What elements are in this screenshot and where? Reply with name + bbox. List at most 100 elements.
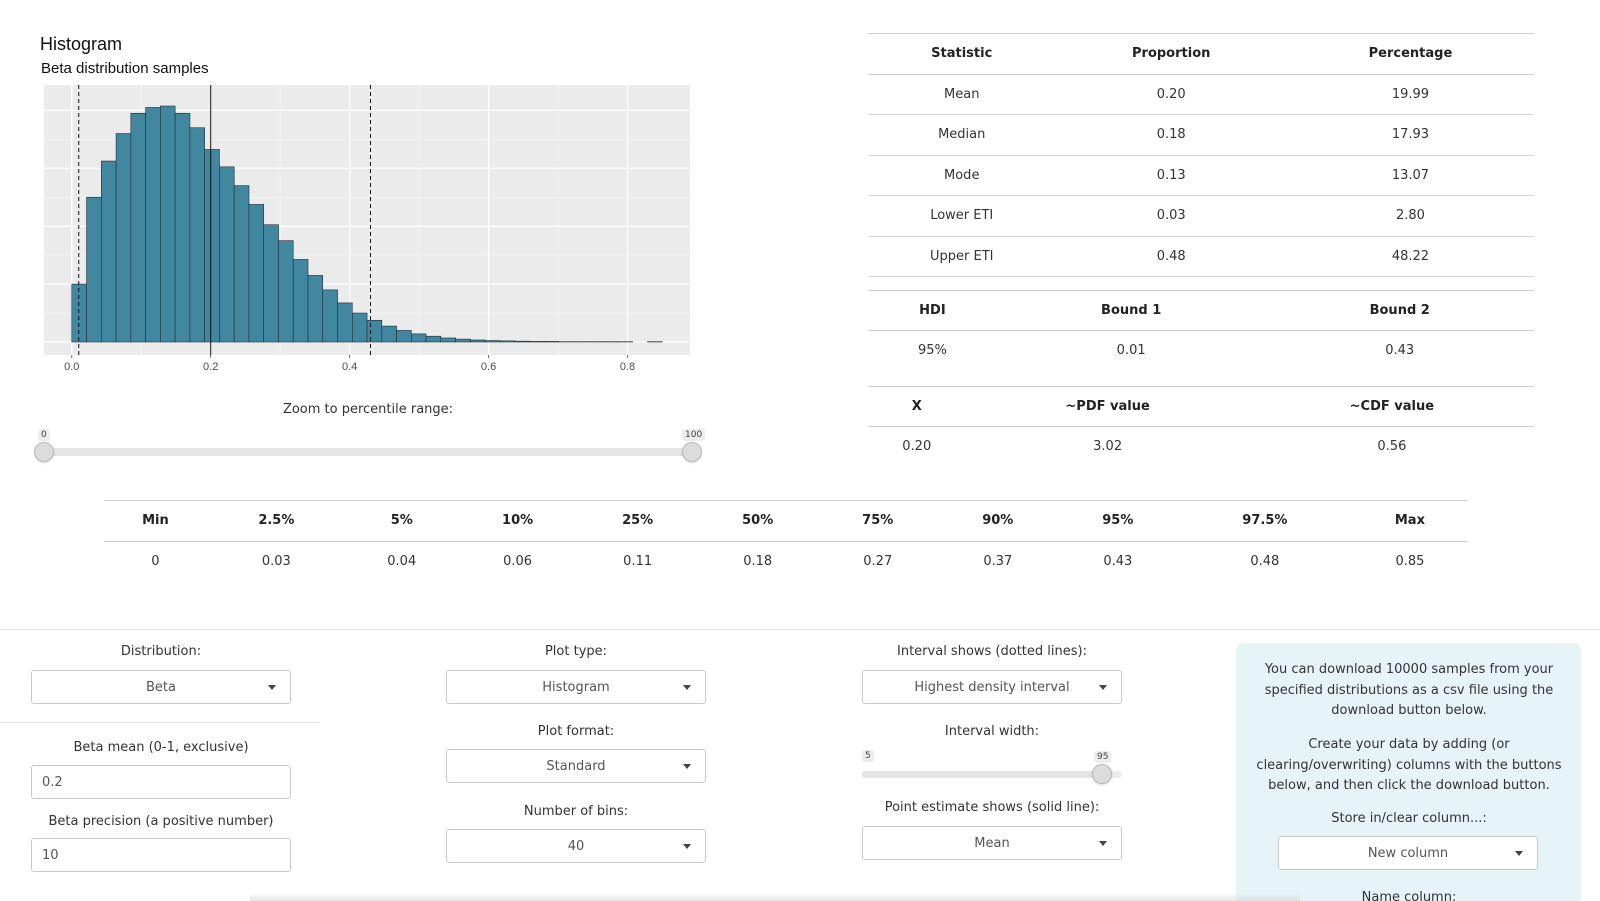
download-info-text: You can download 10000 samples from your… <box>1264 662 1554 718</box>
histogram-bar <box>160 105 176 343</box>
interval-width-slider-handle[interactable] <box>1092 764 1112 784</box>
table-cell: Upper ETI <box>868 236 1056 277</box>
plot-type-select-value: Histogram <box>542 679 610 695</box>
chevron-down-icon <box>683 764 691 769</box>
table-header: 2.5% <box>206 500 346 542</box>
table-cell: 0.03 <box>1055 195 1287 237</box>
plot-format-label: Plot format: <box>537 724 615 739</box>
x-tick-label: 0.0 <box>64 361 79 373</box>
table-cell: 0.43 <box>1385 343 1415 359</box>
chevron-down-icon <box>268 685 276 690</box>
zoom-slider-low-handle[interactable] <box>34 442 54 462</box>
plot-type-label: Plot type: <box>544 644 608 659</box>
histogram-bar <box>263 224 279 343</box>
interval-width-slider-track[interactable] <box>862 771 1122 778</box>
zoom-label: Zoom to percentile range: <box>282 402 454 417</box>
table-cell: 0.48 <box>1250 554 1280 569</box>
histogram-bar <box>204 149 220 343</box>
pdf-cdf-table: X ~PDF value ~CDF value 0.20 3.02 0.56 <box>868 386 1534 467</box>
interval-shows-label: Interval shows (dotted lines): <box>897 644 1087 659</box>
zoom-slider-high-handle[interactable] <box>682 442 702 462</box>
num-bins-label: Number of bins: <box>523 804 629 819</box>
section-divider <box>0 629 1600 630</box>
histogram-bar <box>189 127 205 343</box>
table-cell: 0.06 <box>503 554 533 569</box>
histogram-bar <box>337 302 353 343</box>
x-tick-label: 0.6 <box>481 361 496 373</box>
histogram-bar <box>101 160 117 343</box>
table-row: Mode 0.13 13.07 <box>868 155 1534 196</box>
table-header: 5% <box>345 500 458 542</box>
histogram-title: Histogram <box>40 34 123 54</box>
histogram-bar <box>174 112 191 343</box>
hdi-table: HDI Bound 1 Bound 2 95% 0.01 0.43 <box>868 290 1534 371</box>
table-cell: 0.85 <box>1395 554 1425 569</box>
plot-type-select[interactable]: Histogram <box>446 670 706 704</box>
chevron-down-icon <box>1515 851 1523 856</box>
distribution-select[interactable]: Beta <box>31 670 291 704</box>
sidebar-divider <box>0 722 320 723</box>
interval-width-slider-fill <box>862 771 1099 778</box>
plot-format-select[interactable]: Standard <box>446 749 706 783</box>
table-cell: 0.01 <box>1116 343 1146 359</box>
table-header: ~CDF value <box>1249 386 1534 427</box>
table-cell: 0.37 <box>983 554 1013 569</box>
table-header: X <box>868 386 966 427</box>
histogram-bar <box>130 112 146 343</box>
table-row: Upper ETI 0.48 48.22 <box>868 236 1534 277</box>
table-header: 50% <box>697 500 818 542</box>
table-header: 97.5% <box>1177 500 1352 542</box>
histogram-bar <box>145 107 161 343</box>
table-header: Max <box>1351 500 1468 542</box>
beta-mean-input[interactable]: 0.2 <box>31 765 291 799</box>
x-tick-label: 0.8 <box>620 361 635 373</box>
histogram-bar <box>86 196 102 343</box>
table-cell: 0.13 <box>1055 155 1287 196</box>
histogram-bar <box>425 335 442 343</box>
table-cell: 0.18 <box>743 554 773 569</box>
table-row: 0.20 3.02 0.56 <box>868 427 1534 467</box>
beta-precision-value: 10 <box>42 847 59 863</box>
interval-width-value-tag: 95 <box>1094 751 1112 763</box>
table-header: 10% <box>457 500 578 542</box>
table-header: ~PDF value <box>965 386 1250 427</box>
table-row: 95% 0.01 0.43 <box>868 331 1534 371</box>
chevron-down-icon <box>683 685 691 690</box>
histogram-bar <box>307 275 324 343</box>
point-estimate-select[interactable]: Mean <box>862 826 1122 860</box>
interval-shows-select[interactable]: Highest density interval <box>862 670 1122 704</box>
table-cell: Mean <box>868 74 1056 115</box>
table-cell: 0.04 <box>387 554 417 569</box>
table-header: 25% <box>577 500 698 542</box>
num-bins-select[interactable]: 40 <box>446 829 706 863</box>
table-header: 75% <box>817 500 938 542</box>
beta-precision-label: Beta precision (a positive number) <box>48 814 274 829</box>
chevron-down-icon <box>1099 841 1107 846</box>
interval-width-min-tag: 5 <box>862 750 874 762</box>
table-cell: 0.20 <box>1055 74 1287 115</box>
num-bins-select-value: 40 <box>567 838 585 854</box>
beta-precision-input[interactable]: 10 <box>31 838 291 872</box>
histogram-bar <box>529 341 545 343</box>
table-row: 0 0.03 0.04 0.06 0.11 0.18 0.27 0.37 0.4… <box>104 541 1468 582</box>
zoom-slider-range <box>44 448 694 456</box>
table-header: 90% <box>937 500 1058 542</box>
point-estimate-label: Point estimate shows (solid line): <box>884 800 1100 815</box>
summary-stats-table: Statistic Proportion Percentage Mean 0.2… <box>868 33 1534 277</box>
table-header: Proportion <box>1055 33 1287 75</box>
interval-width-label: Interval width: <box>944 724 1040 739</box>
zoom-max-tag: 100 <box>682 429 706 441</box>
plot-format-select-value: Standard <box>546 758 606 774</box>
point-estimate-select-value: Mean <box>974 835 1010 851</box>
histogram-bar <box>470 339 486 343</box>
name-column-label: Name column: <box>1361 890 1457 901</box>
table-cell: 2.80 <box>1286 195 1534 237</box>
table-cell: 0.43 <box>1103 554 1133 569</box>
histogram-bar <box>322 289 338 343</box>
table-header: HDI <box>868 290 997 331</box>
histogram-bar <box>543 341 560 343</box>
store-column-select[interactable]: New column <box>1278 836 1538 870</box>
zoom-slider-track[interactable] <box>44 448 694 456</box>
table-row: Median 0.18 17.93 <box>868 114 1534 156</box>
chevron-down-icon <box>1099 685 1107 690</box>
